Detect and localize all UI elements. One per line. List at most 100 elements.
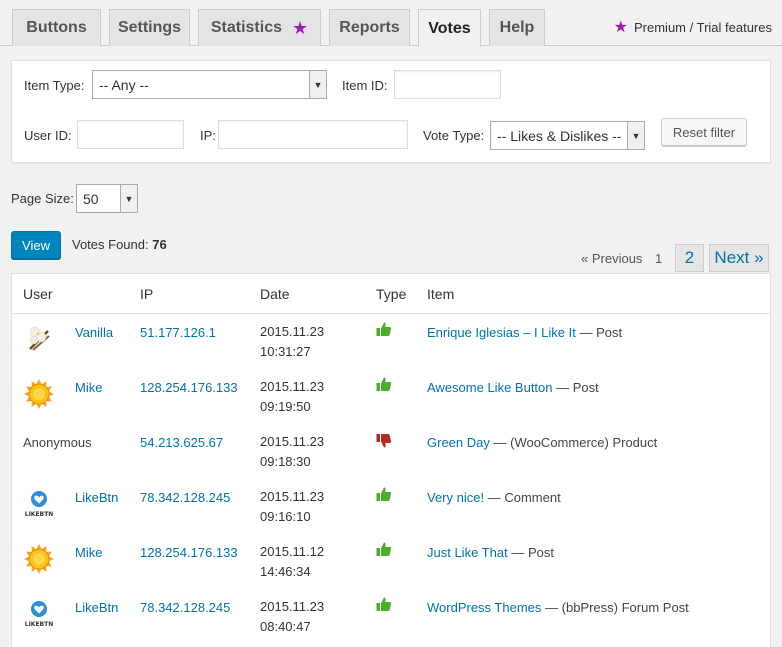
vote-date: 2015.11.23 — [260, 599, 325, 614]
table-row: Anonymous 54.213.625.67 2015.11.23 09:18:30… — [12, 424, 770, 479]
item-type-suffix: — Post — [511, 545, 554, 560]
table-row: LIKEBTN LikeBtn 78.342.128.245 2015.11.23 09… — [12, 479, 770, 534]
tab-settings[interactable]: Settings — [109, 9, 190, 46]
vote-type-select[interactable]: -- Likes & Dislikes -- ▼ — [490, 121, 645, 150]
vote-time: 08:40:47 — [260, 619, 311, 634]
item-link[interactable]: Just Like That — [427, 545, 508, 560]
voted-item: Enrique Iglesias – I Like It — Post — [427, 325, 622, 340]
vote-datetime: 2015.11.23 09:18:30 — [260, 432, 324, 472]
vote-datetime: 2015.11.23 10:31:27 — [260, 322, 324, 362]
ip-input[interactable] — [218, 120, 408, 149]
table-row: Vanilla 51.177.126.1 2015.11.23 10:31:27 Enr… — [12, 314, 770, 369]
vote-type-value: -- Likes & Dislikes -- — [497, 127, 622, 144]
item-link[interactable]: Very nice! — [427, 490, 485, 505]
item-link[interactable]: WordPress Themes — [427, 600, 542, 615]
voted-item: WordPress Themes — (bbPress) Forum Post — [427, 600, 689, 615]
vote-date: 2015.11.12 — [260, 544, 325, 559]
tab-statistics[interactable]: Statistics ★ — [198, 9, 321, 46]
item-type-suffix: — (bbPress) Forum Post — [545, 600, 689, 615]
vote-datetime: 2015.11.23 08:40:47 — [260, 597, 324, 637]
vote-type-label: Vote Type: — [423, 128, 485, 143]
ip-link[interactable]: 78.342.128.245 — [140, 600, 231, 615]
reset-filter-button[interactable]: Reset filter — [661, 118, 747, 146]
tab-label: Votes — [428, 19, 471, 37]
user-name[interactable]: LikeBtn — [75, 600, 119, 615]
item-id-input[interactable] — [394, 70, 501, 99]
item-link[interactable]: Green Day — [427, 435, 490, 450]
chevron-down-icon: ▼ — [627, 122, 644, 149]
premium-note-text: Premium / Trial features — [634, 20, 772, 35]
chevron-down-icon: ▼ — [120, 185, 137, 212]
pagination-current-page: 1 — [655, 251, 663, 266]
sun-avatar-icon — [24, 378, 54, 410]
user-name[interactable]: LikeBtn — [75, 490, 119, 505]
vote-datetime: 2015.11.23 09:16:10 — [260, 487, 324, 527]
vanilla-avatar-icon — [24, 323, 54, 355]
item-type-value: -- Any -- — [99, 76, 149, 93]
tab-label: Reports — [339, 19, 400, 36]
thumbs-up-icon — [376, 596, 392, 612]
ip-link[interactable]: 78.342.128.245 — [140, 490, 231, 505]
pagination-next[interactable]: Next » — [709, 244, 769, 272]
ip-label: IP: — [200, 128, 216, 143]
page-size-label: Page Size: — [11, 191, 74, 206]
voted-item: Very nice! — Comment — [427, 490, 561, 505]
ip-link[interactable]: 51.177.126.1 — [140, 325, 216, 340]
tab-buttons[interactable]: Buttons — [12, 9, 101, 46]
user-id-input[interactable] — [77, 120, 184, 149]
vote-time: 10:31:27 — [260, 344, 311, 359]
user-name[interactable]: Vanilla — [75, 325, 114, 340]
sun-avatar-icon — [24, 543, 54, 575]
item-id-label: Item ID: — [342, 78, 388, 93]
thumbs-up-icon — [376, 321, 392, 337]
chevron-down-icon: ▼ — [309, 71, 326, 98]
tab-votes[interactable]: Votes — [418, 9, 481, 47]
pagination-previous: « Previous — [581, 251, 643, 266]
vote-datetime: 2015.11.12 14:46:34 — [260, 542, 324, 582]
column-header-item: Item — [427, 286, 455, 302]
thumbs-up-icon — [376, 541, 392, 557]
user-id-label: User ID: — [24, 128, 72, 143]
votes-found-label: Votes Found: — [72, 237, 149, 252]
page-size-select[interactable]: 50 ▼ — [76, 184, 138, 213]
tab-label: Statistics — [210, 19, 282, 36]
vote-date: 2015.11.23 — [260, 324, 325, 339]
view-button[interactable]: View — [11, 231, 61, 259]
pagination-page-2[interactable]: 2 — [675, 244, 704, 272]
table-header: User IP Date Type Item — [12, 274, 770, 314]
user-name[interactable]: Mike — [75, 380, 103, 395]
item-type-select[interactable]: -- Any -- ▼ — [92, 70, 327, 99]
vote-time: 14:46:34 — [260, 564, 311, 579]
thumbs-down-icon — [376, 433, 392, 449]
ip-link[interactable]: 128.254.176.133 — [140, 545, 238, 560]
voted-item: Awesome Like Button — Post — [427, 380, 599, 395]
tab-label: Settings — [117, 19, 182, 36]
table-row: LIKEBTN LikeBtn 78.342.128.245 2015.11.23 08… — [12, 589, 770, 644]
ip-link[interactable]: 54.213.625.67 — [140, 435, 224, 450]
tab-bar: Buttons Settings Statistics ★ Reports Vot… — [0, 0, 782, 47]
user-name: Anonymous — [23, 435, 92, 450]
ip-link[interactable]: 128.254.176.133 — [140, 380, 238, 395]
table-row: Mike 128.254.176.133 2015.11.23 09:19:50 Awe… — [12, 369, 770, 424]
tab-label: Help — [499, 19, 535, 36]
likebtn-avatar-icon: LIKEBTN — [24, 598, 54, 630]
premium-note: ★ Premium / Trial features — [614, 17, 772, 37]
item-link[interactable]: Awesome Like Button — [427, 380, 553, 395]
column-header-date: Date — [260, 286, 290, 302]
svg-text:LIKEBTN: LIKEBTN — [25, 511, 54, 518]
tab-help[interactable]: Help — [489, 9, 545, 46]
svg-text:LIKEBTN: LIKEBTN — [25, 621, 54, 628]
vote-time: 09:16:10 — [260, 509, 311, 524]
thumbs-up-icon — [376, 486, 392, 502]
likebtn-avatar-icon: LIKEBTN — [24, 488, 54, 520]
vote-date: 2015.11.23 — [260, 379, 325, 394]
column-header-user: User — [23, 286, 53, 302]
item-type-label: Item Type: — [24, 78, 85, 93]
user-name[interactable]: Mike — [75, 545, 103, 560]
vote-datetime: 2015.11.23 09:19:50 — [260, 377, 324, 417]
premium-star-icon: ★ — [292, 17, 309, 38]
item-link[interactable]: Enrique Iglesias – I Like It — [427, 325, 576, 340]
table-row: Mike 128.254.176.133 2015.11.12 14:46:34 Jus… — [12, 534, 770, 589]
tab-reports[interactable]: Reports — [329, 9, 410, 46]
voted-item: Just Like That — Post — [427, 545, 554, 560]
